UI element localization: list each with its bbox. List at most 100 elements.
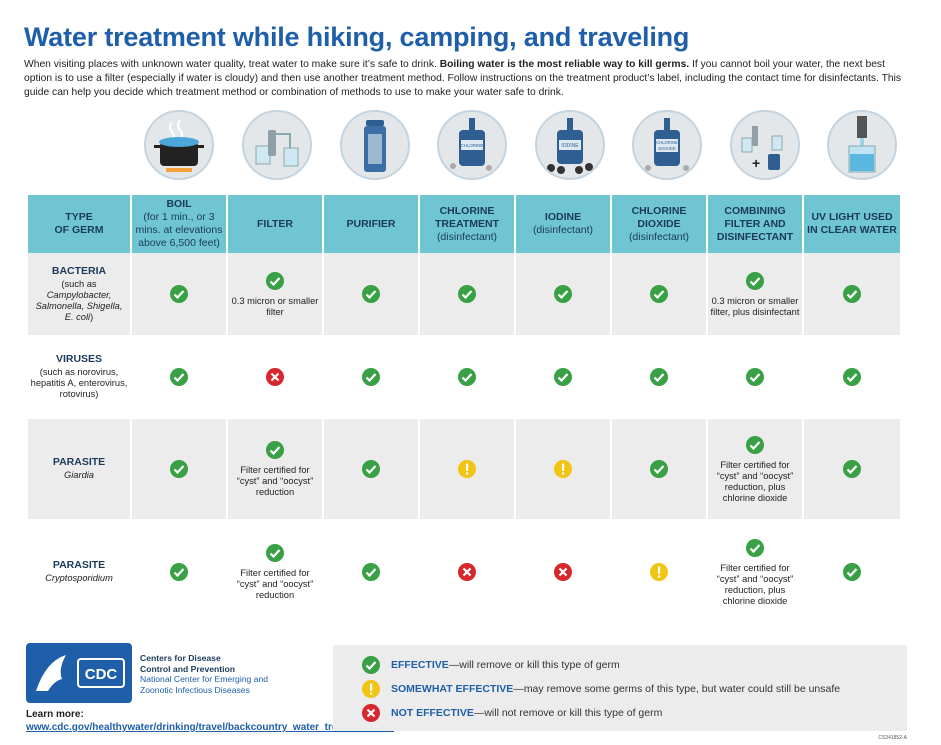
chlorine-bottle-icon: CHLORINE xyxy=(437,110,507,180)
learn-more-link[interactable]: www.cdc.gov/healthywater/drinking/travel… xyxy=(26,722,395,733)
check-icon xyxy=(842,562,862,582)
header-uv: UV LIGHT USED IN CLEAR WATER xyxy=(804,195,900,253)
x-icon xyxy=(457,562,477,582)
cdc-logo-text: CDC xyxy=(85,666,118,683)
chlorine-dioxide-label-2: DIOXIDE xyxy=(658,146,675,151)
check-icon xyxy=(169,459,189,479)
check-icon xyxy=(649,367,669,387)
effectiveness-cell xyxy=(132,338,226,416)
iodine-bottle-icon: IODINE xyxy=(535,110,605,180)
x-icon xyxy=(265,367,285,387)
effectiveness-cell xyxy=(132,522,226,622)
effectiveness-cell xyxy=(324,253,418,335)
header-iodine: IODINE (disinfectant) xyxy=(516,195,610,253)
table-row: PARASITE Cryptosporidium Filter certified … xyxy=(28,522,900,622)
legend-effective: EFFECTIVE —will remove or kill this type … xyxy=(361,655,620,675)
check-icon xyxy=(842,459,862,479)
effectiveness-cell xyxy=(132,253,226,335)
header-chlorine-dioxide: CHLORINE DIOXIDE (disinfectant) xyxy=(612,195,706,253)
header-purifier: PURIFIER xyxy=(324,195,418,253)
effectiveness-cell: 0.3 micron or smaller filter, plus disin… xyxy=(708,253,802,335)
effectiveness-cell xyxy=(420,522,514,622)
effectiveness-cell xyxy=(612,253,706,335)
warning-icon xyxy=(649,562,669,582)
effectiveness-cell xyxy=(612,522,706,622)
check-icon xyxy=(265,440,285,460)
header-germ-type: TYPE OF GERM xyxy=(28,195,130,253)
effectiveness-cell xyxy=(324,522,418,622)
chlorine-dioxide-label-1: CHLORINE xyxy=(656,140,678,145)
check-icon xyxy=(457,284,477,304)
cell-note: Filter certified for “cyst” and “oocyst”… xyxy=(236,568,314,600)
legend-not-effective: NOT EFFECTIVE —will not remove or kill th… xyxy=(361,703,662,723)
check-icon xyxy=(842,284,862,304)
check-icon xyxy=(745,435,765,455)
effectiveness-cell xyxy=(516,522,610,622)
check-icon xyxy=(361,284,381,304)
table-row: PARASITE Giardia Filter certified for “cys… xyxy=(28,419,900,519)
check-icon xyxy=(842,367,862,387)
effectiveness-cell xyxy=(804,253,900,335)
check-icon xyxy=(361,562,381,582)
x-icon xyxy=(553,562,573,582)
header-filter: FILTER xyxy=(228,195,322,253)
cell-note: Filter certified for “cyst” and “oocyst”… xyxy=(716,562,794,606)
check-icon xyxy=(553,367,573,387)
effectiveness-cell xyxy=(708,338,802,416)
intro-paragraph: When visiting places with unknown water … xyxy=(24,58,904,100)
page-title: Water treatment while hiking, camping, a… xyxy=(24,22,690,52)
effectiveness-cell xyxy=(804,419,900,519)
warning-icon xyxy=(361,679,381,699)
x-icon xyxy=(361,703,381,723)
check-icon xyxy=(265,543,285,563)
check-icon xyxy=(649,459,669,479)
cdc-logo: CDC xyxy=(26,643,132,703)
check-icon xyxy=(169,284,189,304)
treatment-table: TYPE OF GERM BOIL (for 1 min., or 3 mins. … xyxy=(26,195,902,622)
iodine-label: IODINE xyxy=(561,143,579,149)
intro-bold-text: Boiling water is the most reliable way t… xyxy=(439,59,690,70)
effectiveness-cell: 0.3 micron or smaller filter xyxy=(228,253,322,335)
effectiveness-cell: Filter certified for “cyst” and “oocyst”… xyxy=(708,419,802,519)
method-icons-row: CHLORINE IODINE CHLORINE DIOXIDE + xyxy=(0,110,941,195)
check-icon xyxy=(457,367,477,387)
check-icon xyxy=(169,367,189,387)
cell-note: 0.3 micron or smaller filter, plus disin… xyxy=(710,295,800,317)
intro-text-2: If you cannot boil your water, the next … xyxy=(24,59,902,98)
check-icon xyxy=(265,271,285,291)
check-icon xyxy=(361,459,381,479)
svg-text:+: + xyxy=(752,155,760,171)
germ-cell: PARASITE Giardia xyxy=(28,419,130,519)
learn-more: Learn more: www.cdc.gov/healthywater/dri… xyxy=(26,709,395,733)
effectiveness-cell xyxy=(324,419,418,519)
effectiveness-cell: Filter certified for “cyst” and “oocyst”… xyxy=(228,419,322,519)
header-chlorine: CHLORINE TREATMENT (disinfectant) xyxy=(420,195,514,253)
germ-cell: BACTERIA (such as Campylobacter, Salmonel… xyxy=(28,253,130,335)
document-code: CS341852-A xyxy=(878,735,907,741)
check-icon xyxy=(745,538,765,558)
cell-note: Filter certified for “cyst” and “oocyst”… xyxy=(236,465,314,497)
header-combining: COMBINING FILTER AND DISINFECTANT xyxy=(708,195,802,253)
filter-icon xyxy=(242,110,312,180)
check-icon xyxy=(553,284,573,304)
check-icon xyxy=(361,655,381,675)
cell-note: 0.3 micron or smaller filter xyxy=(231,295,319,317)
cdc-org-name: Centers for Disease Control and Preventi… xyxy=(140,653,269,695)
effectiveness-cell xyxy=(516,253,610,335)
warning-icon xyxy=(553,459,573,479)
check-icon xyxy=(169,562,189,582)
table-header-row: TYPE OF GERM BOIL (for 1 min., or 3 mins. … xyxy=(28,195,900,253)
cell-note: Filter certified for “cyst” and “oocyst”… xyxy=(716,459,794,503)
warning-icon xyxy=(457,459,477,479)
table-row: VIRUSES (such as norovirus, hepatitis A, … xyxy=(28,338,900,416)
purifier-bottle-icon xyxy=(340,110,410,180)
legend-somewhat: SOMEWHAT EFFECTIVE —may remove some germs… xyxy=(361,679,840,699)
effectiveness-cell xyxy=(804,338,900,416)
header-boil: BOIL (for 1 min., or 3 mins. at elevation… xyxy=(132,195,226,253)
effectiveness-cell xyxy=(516,338,610,416)
check-icon xyxy=(745,271,765,291)
germ-cell: VIRUSES (such as norovirus, hepatitis A, … xyxy=(28,338,130,416)
check-icon xyxy=(361,367,381,387)
uv-light-icon xyxy=(827,110,897,180)
legend-panel: EFFECTIVE —will remove or kill this type … xyxy=(333,645,907,731)
